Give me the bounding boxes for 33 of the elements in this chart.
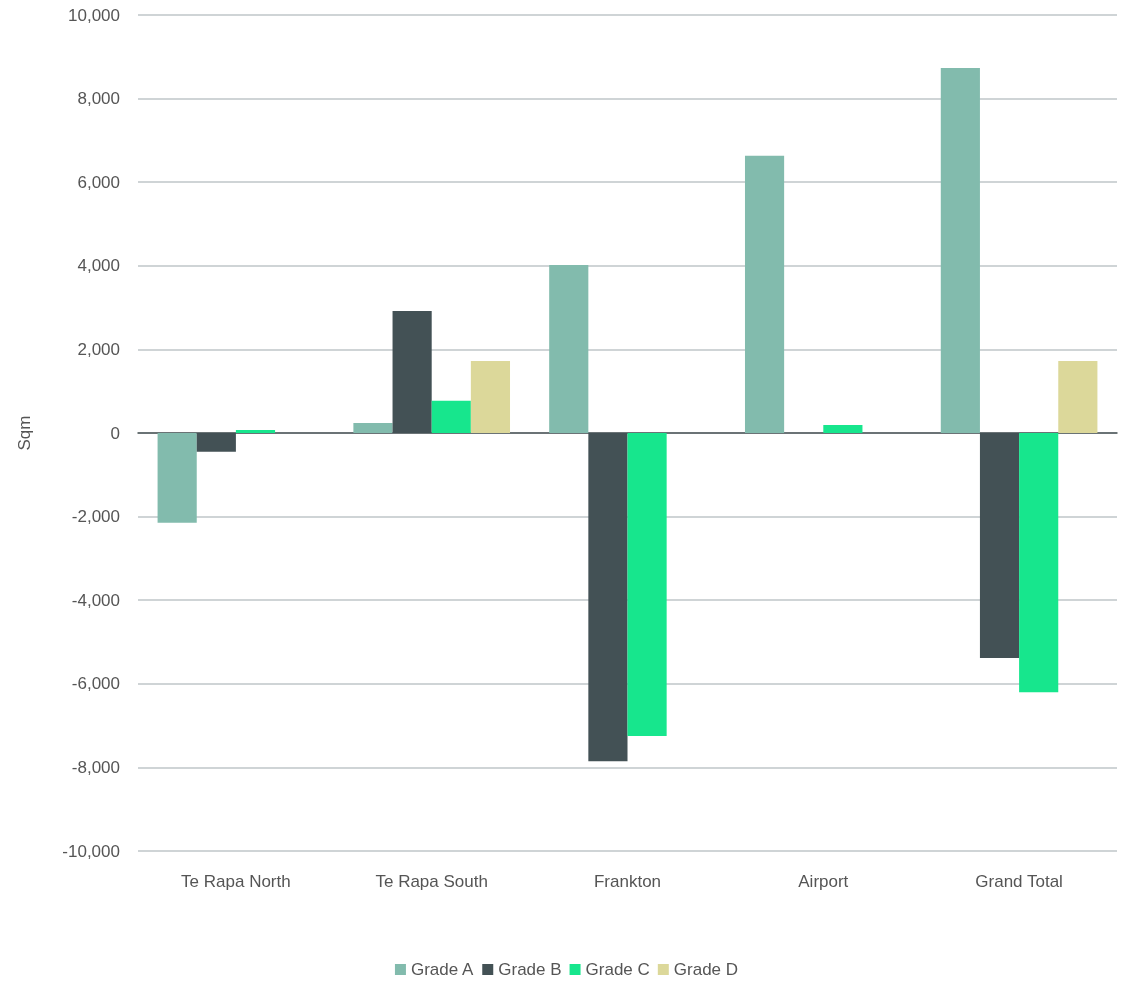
x-tick-label: Te Rapa South <box>375 872 488 891</box>
bar <box>549 264 589 433</box>
y-axis-title: Sqm <box>15 415 34 451</box>
y-tick-label: 8,000 <box>77 89 120 109</box>
y-tick-label: -6,000 <box>71 674 120 694</box>
y-tick-label: -8,000 <box>71 757 120 777</box>
y-tick-label: 10,000 <box>68 5 120 25</box>
bar <box>1019 433 1059 693</box>
bar <box>470 361 511 433</box>
y-tick-label: 4,000 <box>77 256 120 276</box>
legend-label: Grade B <box>498 960 562 979</box>
bar <box>157 433 197 523</box>
legend-label: Grade A <box>410 960 474 979</box>
y-tick-label: -2,000 <box>71 507 120 527</box>
bar <box>823 425 863 433</box>
y-tick-label: -4,000 <box>71 590 120 610</box>
y-tick-label: 6,000 <box>77 172 120 192</box>
y-tick-label: -10,000 <box>62 841 120 861</box>
x-tick-label: Frankton <box>593 872 662 891</box>
bar <box>235 430 276 433</box>
bar <box>353 422 393 433</box>
bar <box>744 155 785 433</box>
bar <box>1058 361 1098 433</box>
bar <box>431 400 471 433</box>
legend-label: Grade D <box>673 960 739 979</box>
x-tick-label: Te Rapa North <box>181 872 291 891</box>
x-tick-label: Grand Total <box>975 872 1063 891</box>
legend-label: Grade C <box>585 960 650 979</box>
bar <box>627 433 667 737</box>
x-tick-label: Airport <box>798 872 849 891</box>
y-tick-label: 2,000 <box>77 339 120 359</box>
y-tick-label: 0 <box>110 423 120 443</box>
bar <box>940 68 980 433</box>
